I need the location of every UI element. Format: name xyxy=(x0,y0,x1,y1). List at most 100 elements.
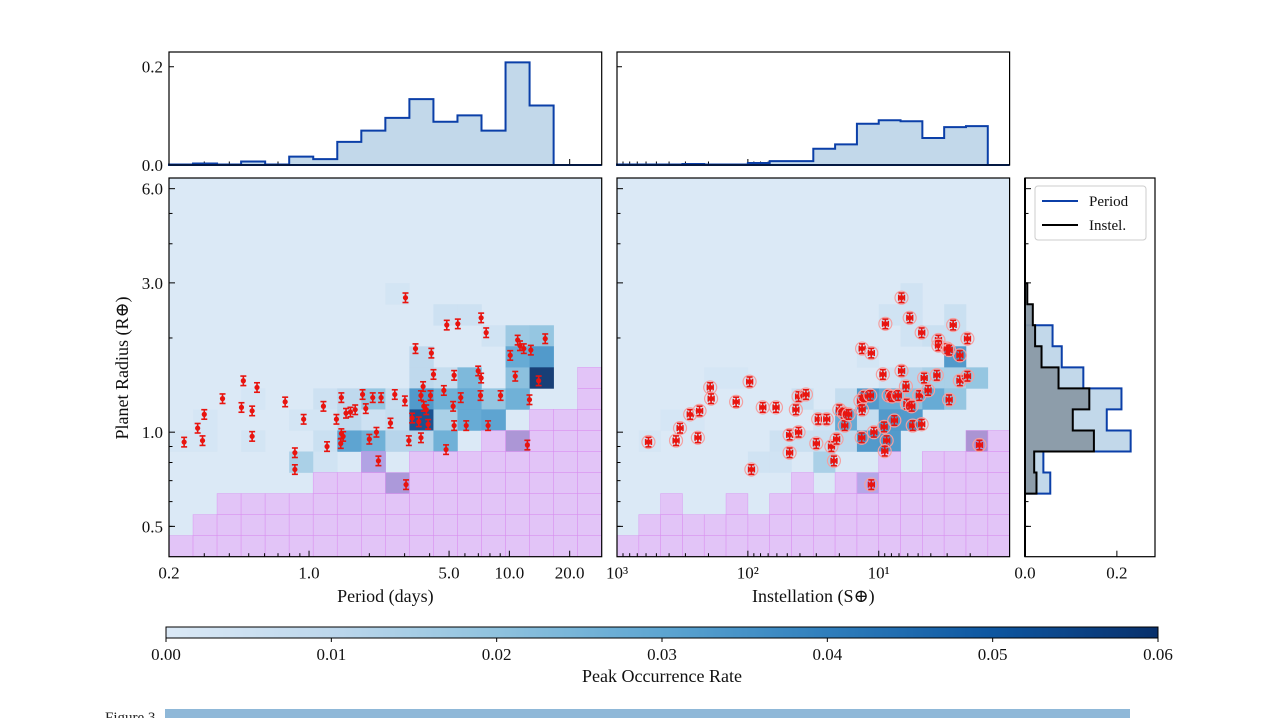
undetectable-cell xyxy=(433,493,458,515)
point-marker xyxy=(803,391,809,398)
point-halo xyxy=(876,419,892,434)
undetectable-cell xyxy=(481,472,506,494)
heatmap-cell xyxy=(529,346,554,368)
undetectable-cell xyxy=(682,514,705,536)
data-point xyxy=(876,419,892,434)
y-tick-label: 6.0 xyxy=(142,180,163,199)
point-marker xyxy=(916,392,922,399)
heatmap-cell xyxy=(900,325,923,347)
point-halo xyxy=(768,400,784,415)
undetectable-cell xyxy=(965,493,989,515)
data-point xyxy=(240,375,247,387)
point-marker xyxy=(859,435,865,441)
heatmap-cell xyxy=(529,367,554,389)
histogram-fill xyxy=(617,120,1010,165)
heatmap-cell xyxy=(313,409,338,431)
data-point xyxy=(692,403,707,418)
undetectable-cell xyxy=(505,493,530,515)
heatmap-cell xyxy=(457,367,482,389)
point-marker xyxy=(352,407,358,413)
heatmap-cell xyxy=(900,283,923,305)
data-point xyxy=(535,375,542,387)
data-point xyxy=(373,426,380,438)
point-marker xyxy=(695,435,701,441)
point-marker xyxy=(406,437,412,444)
undetectable-cell xyxy=(638,535,661,558)
heatmap-cell xyxy=(813,451,836,473)
point-marker xyxy=(425,421,431,427)
undetectable-cell xyxy=(725,535,749,558)
undetectable-cell xyxy=(529,514,554,536)
point-marker xyxy=(925,387,931,393)
undetectable-cell xyxy=(481,430,506,452)
data-point xyxy=(507,349,514,361)
caption-highlight xyxy=(165,709,1131,718)
point-marker xyxy=(868,481,874,488)
x-tick-label: 0.2 xyxy=(158,564,179,583)
point-marker xyxy=(868,350,874,356)
point-marker xyxy=(455,321,461,327)
data-point xyxy=(809,436,824,451)
data-point xyxy=(375,455,382,467)
point-halo xyxy=(875,367,890,382)
data-point xyxy=(914,325,929,340)
heatmap-cell xyxy=(313,451,338,473)
undetectable-cell xyxy=(433,514,458,536)
data-point xyxy=(898,379,914,394)
data-point xyxy=(362,403,369,415)
data-point xyxy=(415,416,422,428)
point-halo xyxy=(788,402,803,417)
data-point xyxy=(181,436,188,448)
point-marker xyxy=(795,429,802,435)
point-marker xyxy=(343,410,349,416)
data-point xyxy=(542,333,549,345)
point-marker xyxy=(895,392,901,399)
point-halo xyxy=(914,417,929,432)
point-halo xyxy=(690,430,705,445)
data-point xyxy=(417,390,424,402)
heatmap-cell xyxy=(193,409,218,431)
data-point xyxy=(340,430,347,442)
point-halo xyxy=(729,394,744,409)
undetectable-cell xyxy=(553,451,578,473)
point-marker xyxy=(409,415,415,421)
point-marker xyxy=(387,420,394,426)
undetectable-cell xyxy=(312,493,338,515)
data-point xyxy=(450,400,457,412)
point-marker xyxy=(373,429,380,435)
hist-y-tick-label: 0.2 xyxy=(142,58,163,77)
undetectable-cell xyxy=(409,493,434,515)
undetectable-cell xyxy=(361,472,386,494)
data-point xyxy=(864,477,879,492)
point-marker xyxy=(898,368,905,374)
undetectable-cell xyxy=(481,535,506,558)
point-halo xyxy=(887,413,902,428)
data-point xyxy=(703,391,719,406)
point-marker xyxy=(282,399,288,405)
point-marker xyxy=(338,394,344,401)
data-point xyxy=(891,388,906,403)
undetectable-cell xyxy=(385,535,410,558)
point-marker xyxy=(181,439,187,445)
data-point xyxy=(952,348,967,363)
point-marker xyxy=(842,422,848,429)
heatmap-cell xyxy=(878,367,901,389)
undetectable-cell xyxy=(878,535,901,558)
point-halo xyxy=(960,369,975,384)
instellation-radius-undetectable-region xyxy=(616,430,1010,558)
data-point xyxy=(960,369,975,384)
data-point xyxy=(201,408,208,421)
heatmap-cell xyxy=(169,430,194,452)
point-marker xyxy=(423,407,429,413)
data-point xyxy=(282,396,289,408)
data-point xyxy=(440,384,447,397)
data-point xyxy=(338,392,345,404)
undetectable-cell xyxy=(856,493,880,515)
data-point xyxy=(425,418,432,430)
undetectable-cell xyxy=(505,514,530,536)
undetectable-cell xyxy=(577,367,603,389)
undetectable-cell xyxy=(987,514,1010,536)
period-marginal-histogram xyxy=(168,61,602,166)
undetectable-cell xyxy=(703,535,727,558)
